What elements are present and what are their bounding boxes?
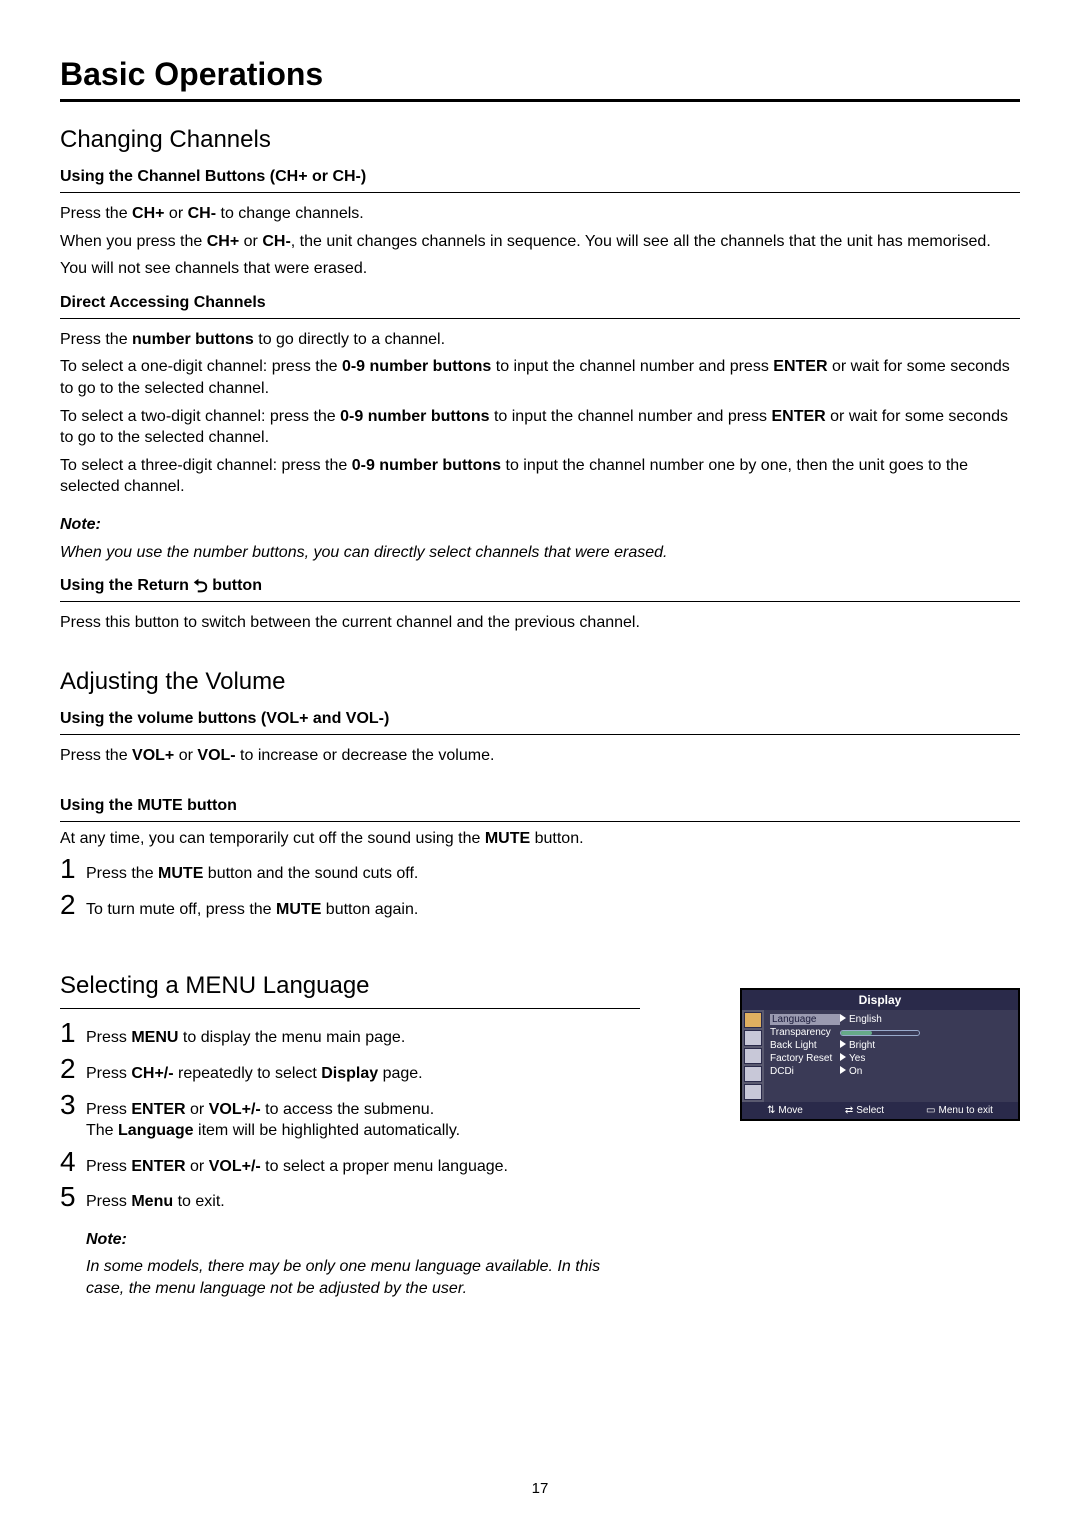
note-text: In some models, there may be only one me… [86,1256,640,1299]
subheading-direct-access: Direct Accessing Channels [60,294,1020,319]
menu-row-label: DCDi [770,1066,840,1077]
para: To select a three-digit channel: press t… [60,455,1020,498]
menu-row: Back LightBright [770,1039,1012,1052]
menu-header: Display [742,990,1018,1010]
note-label: Note: [60,514,1020,536]
para: Press this button to switch between the … [60,612,1020,634]
menu-row-value: On [840,1066,1012,1077]
menu-row-label: Back Light [770,1040,840,1051]
para: At any time, you can temporarily cut off… [60,828,1020,850]
step-text: To turn mute off, press the MUTE button … [86,899,418,921]
return-icon: ⮌ [193,577,207,595]
footer-select: ⇄Select [845,1105,884,1116]
menu-row-value [840,1027,1012,1038]
note-text: When you use the number buttons, you can… [60,542,1020,564]
menu-row-value: Yes [840,1053,1012,1064]
step-number: 1 [60,855,86,883]
menu-tab-icon [744,1030,762,1046]
page-number: 17 [0,1480,1080,1497]
step-number: 4 [60,1148,86,1176]
display-menu-figure: Display LanguageEnglishTransparencyBack … [740,988,1020,1121]
menu-tab-icon [744,1066,762,1082]
page-title: Basic Operations [60,56,1020,102]
step-text: Press ENTER or VOL+/- to select a proper… [86,1156,508,1178]
menu-row-value: English [840,1014,1012,1025]
menu-row-value: Bright [840,1040,1012,1051]
para: Press the VOL+ or VOL- to increase or de… [60,745,1020,767]
step-number: 1 [60,1019,86,1047]
subheading-volume-buttons: Using the volume buttons (VOL+ and VOL-) [60,710,1020,735]
step-text: Press MENU to display the menu main page… [86,1027,405,1049]
menu-row: LanguageEnglish [770,1013,1012,1026]
heading-adjusting-volume: Adjusting the Volume [60,668,1020,696]
para: Press the CH+ or CH- to change channels. [60,203,1020,225]
step-row: 4 Press ENTER or VOL+/- to select a prop… [60,1148,640,1178]
subheading-return-button: Using the Return ⮌ button [60,577,1020,602]
step-row: 1 Press MENU to display the menu main pa… [60,1019,640,1049]
para: When you press the CH+ or CH-, the unit … [60,231,1020,253]
menu-footer: ⇅Move ⇄Select ▭Menu to exit [742,1102,1018,1119]
menu-icon-strip [742,1010,764,1102]
menu-tab-icon [744,1084,762,1100]
step-text: Press CH+/- repeatedly to select Display… [86,1063,423,1085]
heading-menu-language: Selecting a MENU Language [60,972,640,1009]
menu-row: Factory ResetYes [770,1052,1012,1065]
heading-changing-channels: Changing Channels [60,126,1020,154]
step-number: 5 [60,1183,86,1211]
step-row: 2 Press CH+/- repeatedly to select Displ… [60,1055,640,1085]
subheading-mute-button: Using the MUTE button [60,797,1020,822]
footer-move: ⇅Move [767,1105,803,1116]
step-row: 3 Press ENTER or VOL+/- to access the su… [60,1091,640,1142]
menu-row: DCDiOn [770,1065,1012,1078]
para: You will not see channels that were eras… [60,258,1020,280]
step-text: Press Menu to exit. [86,1191,225,1213]
step-row: 1 Press the MUTE button and the sound cu… [60,855,1020,885]
note-label: Note: [86,1229,640,1251]
menu-row-label: Transparency [770,1027,840,1038]
footer-exit: ▭Menu to exit [926,1105,993,1116]
menu-row-label: Factory Reset [770,1053,840,1064]
step-row: 2 To turn mute off, press the MUTE butto… [60,891,1020,921]
menu-tab-icon [744,1012,762,1028]
para: Press the number buttons to go directly … [60,329,1020,351]
menu-tab-icon [744,1048,762,1064]
step-number: 3 [60,1091,86,1119]
para: To select a two-digit channel: press the… [60,406,1020,449]
step-row: 5 Press Menu to exit. [60,1183,640,1213]
menu-row: Transparency [770,1026,1012,1039]
subheading-channel-buttons: Using the Channel Buttons (CH+ or CH-) [60,168,1020,193]
step-text: Press ENTER or VOL+/- to access the subm… [86,1099,460,1142]
step-text: Press the MUTE button and the sound cuts… [86,863,418,885]
menu-row-label: Language [770,1014,840,1025]
para: To select a one-digit channel: press the… [60,356,1020,399]
menu-items: LanguageEnglishTransparencyBack LightBri… [764,1010,1018,1102]
step-number: 2 [60,1055,86,1083]
step-number: 2 [60,891,86,919]
